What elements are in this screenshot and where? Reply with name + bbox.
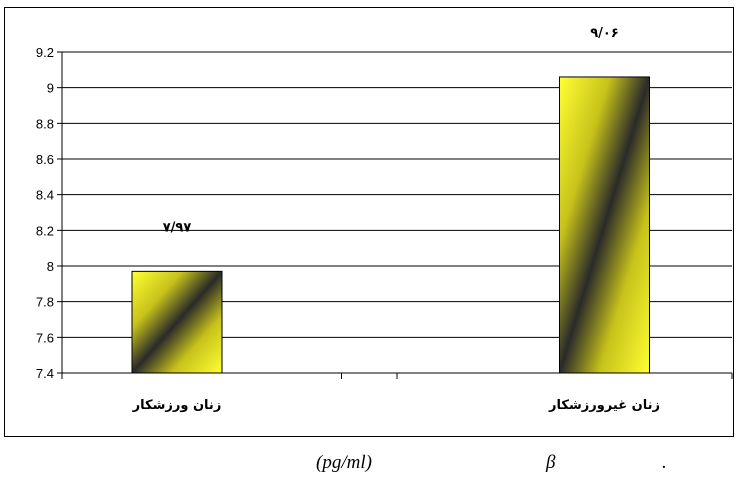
y-tick-label: 7.8 xyxy=(36,295,54,310)
category-label-1: زنان ورزشکار xyxy=(132,398,222,413)
y-tick-label: 9.2 xyxy=(36,45,54,60)
y-tick-label: 9 xyxy=(47,81,54,96)
caption-unit: (pg/ml) xyxy=(316,452,372,473)
chart-frame: 7.4 7.6 7.8 8 8.2 8.4 8.6 8.8 9 9.2 ۷/۹۷ زنان ورزشک… xyxy=(4,7,734,437)
bar-2[interactable] xyxy=(559,76,650,374)
category-label-2: زنان غیرورزشکار xyxy=(548,398,660,413)
data-label-2: ۹/۰۶ xyxy=(590,26,619,41)
data-label-1: ۷/۹۷ xyxy=(163,220,192,235)
y-tick-label: 8 xyxy=(47,259,54,274)
y-tick-label: 8.2 xyxy=(36,223,54,238)
caption-dot: . xyxy=(662,452,667,473)
bar-1[interactable] xyxy=(131,270,223,374)
bar-chart: 7.4 7.6 7.8 8 8.2 8.4 8.6 8.8 9 9.2 ۷/۹۷ زنان ورزشک… xyxy=(36,26,733,413)
y-tick-label: 7.4 xyxy=(36,366,54,381)
y-tick-label: 8.4 xyxy=(36,188,54,203)
caption-symbol: β xyxy=(546,452,556,473)
y-tick-label: 8.6 xyxy=(36,152,54,167)
figure-caption: (pg/ml) β . xyxy=(0,452,739,482)
y-tick-label: 8.8 xyxy=(36,116,54,131)
y-tick-label: 7.6 xyxy=(36,330,54,345)
